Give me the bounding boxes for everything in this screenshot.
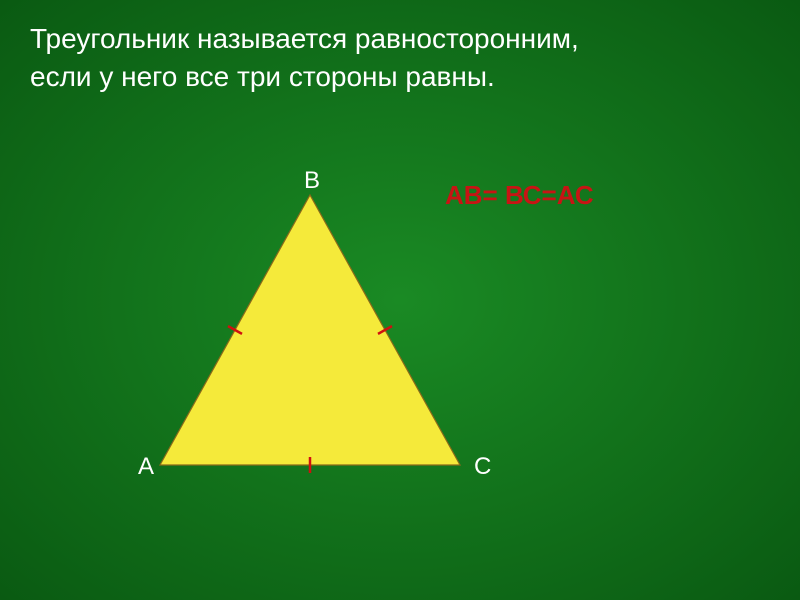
definition-text: Треугольник называется равносторонним, е… — [30, 20, 579, 96]
slide-container: Треугольник называется равносторонним, е… — [0, 0, 800, 600]
definition-line-1: Треугольник называется равносторонним, — [30, 23, 579, 54]
triangle-svg — [140, 170, 480, 490]
vertex-label-a: А — [138, 453, 154, 481]
definition-line-2: если у него все три стороны равны. — [30, 61, 495, 92]
triangle-shape — [160, 195, 460, 465]
vertex-label-c: С — [474, 453, 491, 481]
vertex-label-b: В — [304, 167, 320, 195]
triangle-diagram — [140, 170, 480, 490]
